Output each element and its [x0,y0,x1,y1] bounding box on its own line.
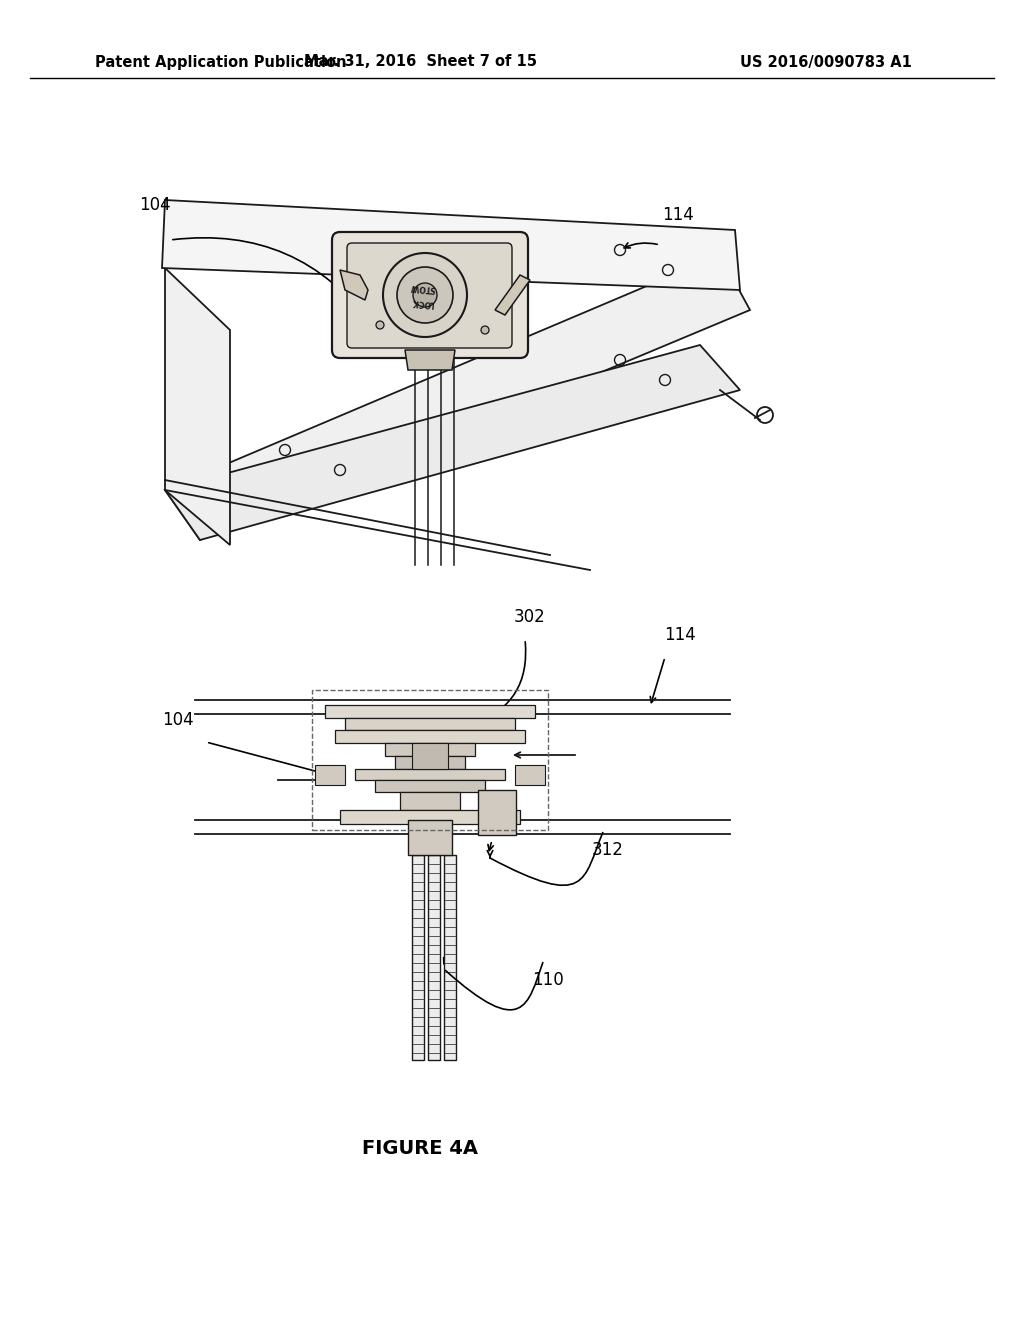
Circle shape [376,321,384,329]
Text: STOW: STOW [410,281,436,293]
Bar [444,855,456,1060]
Text: Mar. 31, 2016  Sheet 7 of 15: Mar. 31, 2016 Sheet 7 of 15 [303,54,537,70]
Polygon shape [165,255,750,540]
Text: 302: 302 [514,609,546,626]
Text: LOCK: LOCK [412,297,434,309]
Bar [385,743,475,756]
Polygon shape [340,271,368,300]
FancyBboxPatch shape [347,243,512,348]
Text: FIGURE 4A: FIGURE 4A [362,1138,478,1158]
Text: 114: 114 [665,626,696,644]
Bar [325,705,535,718]
Bar [312,690,548,830]
Polygon shape [162,201,740,290]
Bar [478,789,516,836]
Bar [395,756,465,770]
Bar [515,766,545,785]
Bar [355,770,505,780]
Text: 312: 312 [592,841,624,859]
Bar [412,855,424,1060]
FancyBboxPatch shape [332,232,528,358]
Text: 110: 110 [532,972,564,989]
Text: 114: 114 [663,206,694,224]
Bar [428,855,440,1060]
Bar [400,792,460,810]
Polygon shape [165,345,740,540]
Circle shape [397,267,453,323]
Bar [335,730,525,743]
Bar [315,766,345,785]
Text: 104: 104 [139,195,171,214]
Polygon shape [165,268,230,545]
Circle shape [383,253,467,337]
Circle shape [481,326,489,334]
Text: 104: 104 [162,711,194,729]
Bar [408,820,452,855]
Polygon shape [495,275,530,315]
Bar [340,810,520,824]
Polygon shape [406,350,455,370]
Bar [375,780,485,792]
Bar [412,743,449,770]
Text: US 2016/0090783 A1: US 2016/0090783 A1 [740,54,912,70]
Text: Patent Application Publication: Patent Application Publication [95,54,346,70]
Bar [345,718,515,730]
Circle shape [413,282,437,308]
